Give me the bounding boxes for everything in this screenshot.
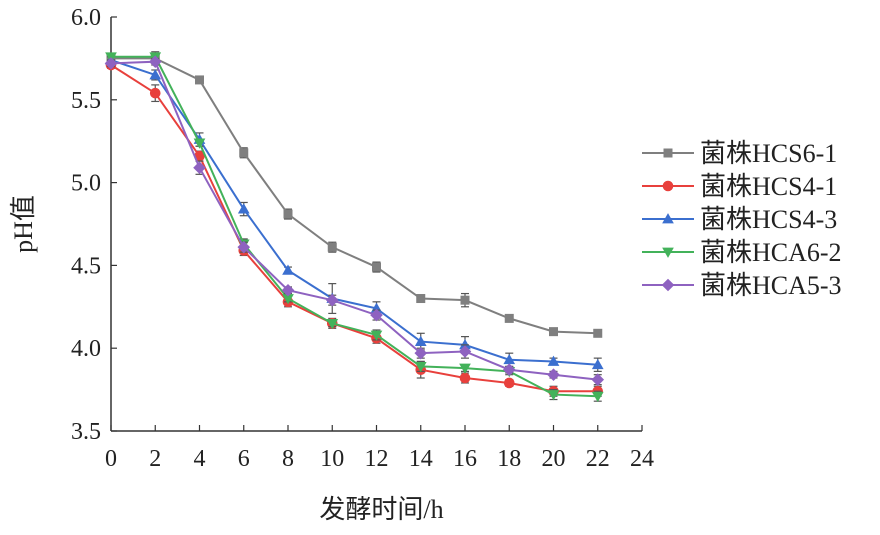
x-tick-label: 14 <box>409 446 433 472</box>
data-point <box>237 240 251 254</box>
y-tick-label: 3.5 <box>71 419 101 445</box>
y-tick-label: 4.0 <box>71 336 101 362</box>
data-point <box>237 203 250 214</box>
y-tick-label: 5.5 <box>71 88 101 114</box>
data-point <box>283 209 293 219</box>
legend-label: 菌株HCS4-3 <box>700 205 837 234</box>
x-tick-label: 22 <box>586 446 610 472</box>
data-point <box>282 264 294 275</box>
data-point <box>282 294 294 305</box>
data-point <box>547 355 560 366</box>
axes: 3.54.04.55.05.56.00 2 4 6 8 10 12 14 16 18 20 22 24 <box>71 5 654 472</box>
legend-item: 菌株HCS4-3 <box>642 205 837 234</box>
legend-label: 菌株HCS4-1 <box>700 172 837 201</box>
data-point <box>372 262 381 272</box>
series-line <box>111 55 598 398</box>
data-point <box>591 391 604 403</box>
data-point <box>149 69 162 80</box>
x-tick-label: 18 <box>497 446 521 472</box>
data-point <box>661 278 675 292</box>
data-point <box>414 335 427 346</box>
data-point <box>503 377 515 389</box>
x-tick-label: 20 <box>542 446 566 472</box>
x-tick-label: 4 <box>194 446 206 472</box>
data-point <box>193 138 206 149</box>
data-point <box>459 363 471 374</box>
data-point <box>327 242 337 252</box>
x-tick-label: 24 <box>630 446 654 472</box>
series-line <box>110 59 598 366</box>
data-point <box>591 373 605 386</box>
data-point <box>502 363 516 377</box>
data-point <box>549 327 558 337</box>
data-point <box>662 180 674 192</box>
x-axis-title: 发酵时间/h <box>319 495 443 524</box>
data-point <box>370 330 383 341</box>
series-line <box>110 64 598 393</box>
legend-label: 菌株HCS6-1 <box>700 139 837 168</box>
data-point <box>458 345 472 358</box>
data-point <box>326 318 339 330</box>
series-菌株HCS6-1 <box>106 53 603 338</box>
data-point <box>504 313 514 323</box>
series-line <box>111 57 598 335</box>
series-菌株HCA5-3 <box>104 55 605 386</box>
data-point <box>239 148 249 158</box>
data-point <box>193 161 206 174</box>
x-tick-label: 0 <box>105 446 117 472</box>
y-tick-label: 5.0 <box>71 171 101 197</box>
legend-item: 菌株HCS4-1 <box>642 172 837 201</box>
y-tick-label: 4.5 <box>71 253 101 279</box>
y-tick-label: 6.0 <box>71 5 101 31</box>
x-tick-label: 2 <box>149 446 161 472</box>
legend-item: 菌株HCA5-3 <box>642 271 842 300</box>
data-point <box>547 390 560 401</box>
legend-item: 菌株HCA6-2 <box>642 238 842 267</box>
data-point <box>663 148 673 158</box>
legend: 菌株HCS6-1 菌株HCS4-1 菌株HCS4-3 菌株HCA6-2 菌株HCA5-3 <box>642 139 842 300</box>
data-point <box>662 247 674 258</box>
data-point <box>593 328 603 338</box>
data-point <box>591 358 604 370</box>
series-line <box>110 60 598 381</box>
data-point <box>325 293 339 307</box>
plot-series <box>104 51 605 403</box>
data-point <box>414 346 428 360</box>
y-axis-title: pH值 <box>9 195 38 253</box>
data-point <box>416 294 426 304</box>
data-point <box>662 213 674 224</box>
data-point <box>459 339 471 350</box>
legend-label: 菌株HCA6-2 <box>700 238 842 267</box>
data-point <box>414 362 427 373</box>
data-point <box>149 87 161 99</box>
x-tick-label: 16 <box>453 446 477 472</box>
x-tick-label: 10 <box>320 446 344 472</box>
x-tick-label: 8 <box>282 446 294 472</box>
x-tick-label: 12 <box>365 446 389 472</box>
legend-label: 菌株HCA5-3 <box>700 271 842 300</box>
x-tick-label: 6 <box>238 446 250 472</box>
data-point <box>281 283 295 297</box>
data-point <box>459 372 471 384</box>
data-point <box>547 368 560 381</box>
data-point <box>370 308 383 322</box>
data-point <box>195 75 204 85</box>
data-point <box>460 295 470 305</box>
data-point <box>503 353 516 365</box>
series-菌株HCA6-2 <box>105 51 604 403</box>
legend-item: 菌株HCS6-1 <box>642 139 837 168</box>
data-point <box>148 55 162 69</box>
data-point <box>104 57 118 70</box>
